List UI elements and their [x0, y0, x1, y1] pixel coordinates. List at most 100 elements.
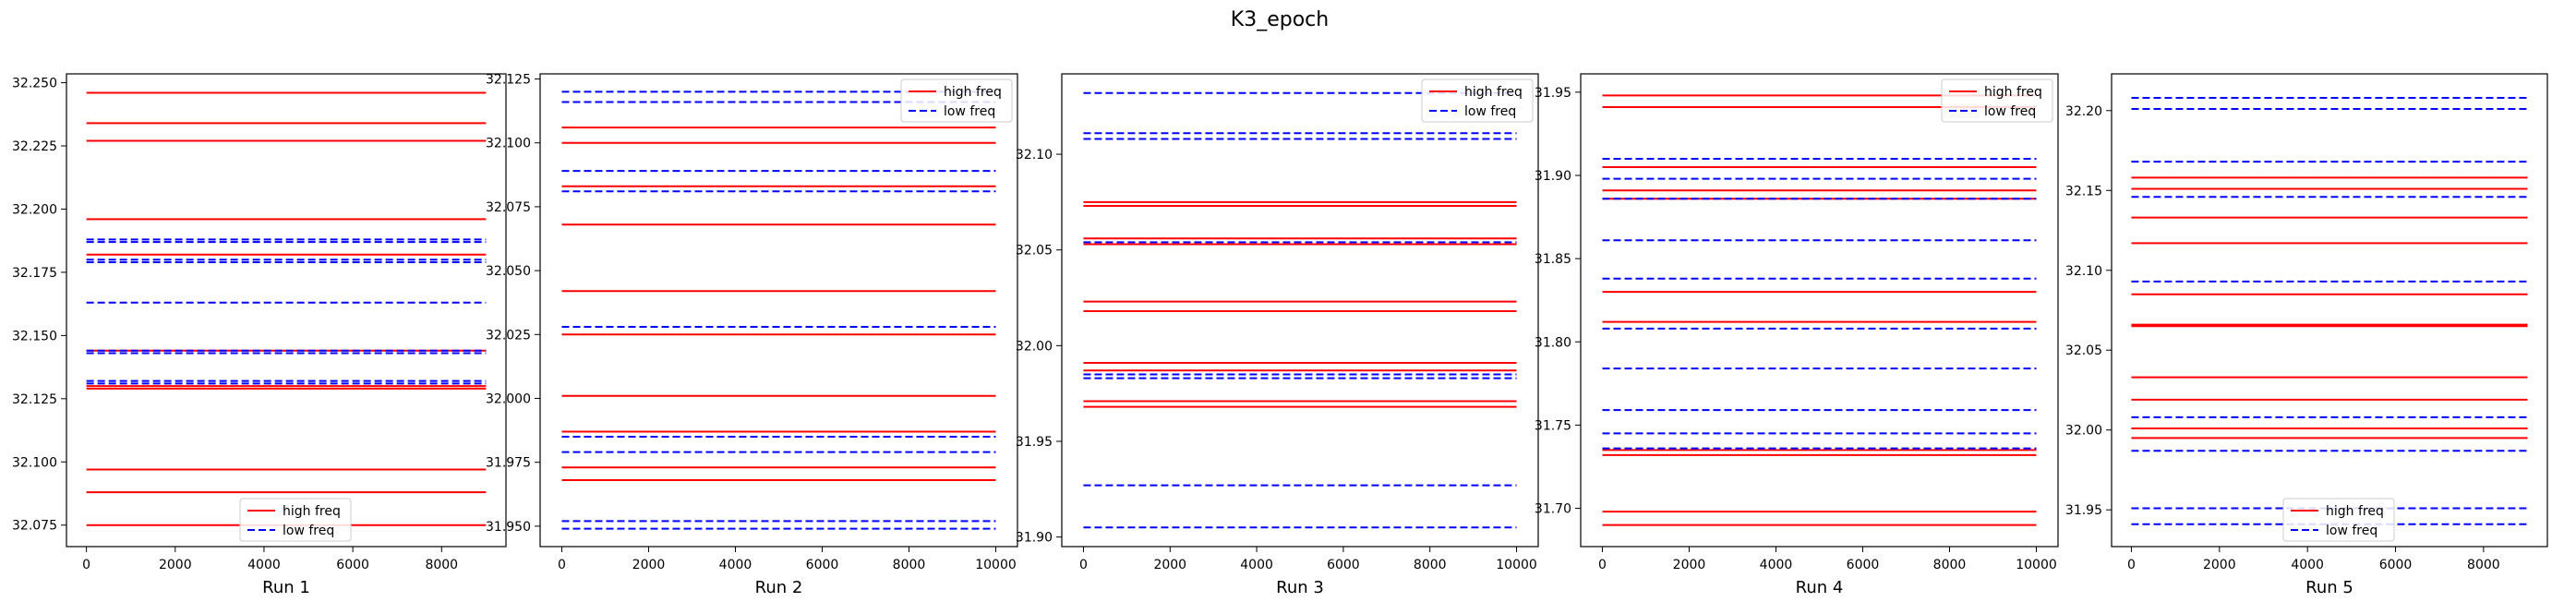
legend-low-freq-label: low freq [283, 524, 334, 538]
subplot-run-2: 0 2000 4000 6000 8000 10000 31.950 31.975 32.000… [486, 73, 1018, 597]
legend-low-freq-label: low freq [2326, 524, 2377, 538]
x-tick-label: 2000 [159, 558, 192, 572]
x-tick-label: 2000 [2203, 558, 2236, 572]
x-tick-label: 10000 [1496, 558, 1537, 572]
y-tick-label: 31.95 [1535, 86, 1571, 101]
y-tick-label: 32.15 [2065, 184, 2102, 199]
y-tick-label: 32.250 [12, 77, 57, 91]
y-tick-label: 32.05 [1016, 244, 1053, 259]
y-tick-label: 32.075 [12, 519, 57, 534]
legend-low-freq-label: low freq [1984, 104, 2036, 119]
y-tick-label: 31.950 [486, 520, 531, 535]
y-tick-label: 32.10 [1016, 148, 1053, 163]
x-tick-label: 4000 [247, 558, 281, 572]
x-tick-label: 8000 [893, 558, 926, 572]
x-tick-label: 4000 [1760, 558, 1793, 572]
x-tick-label: 8000 [1933, 558, 1967, 572]
legend-high-freq-label: high freq [1464, 85, 1523, 100]
y-tick-label: 31.95 [1016, 435, 1053, 450]
legend-low-freq-label: low freq [1464, 104, 1516, 119]
y-tick-label: 32.150 [12, 329, 57, 343]
axes-frame [66, 73, 507, 548]
y-tick-label: 32.225 [12, 139, 57, 154]
x-tick-label: 4000 [719, 558, 752, 572]
legend-box [1941, 78, 2053, 123]
y-tick-label: 32.200 [12, 202, 57, 217]
y-tick-label: 32.125 [486, 73, 531, 88]
x-tick-label: 0 [1598, 558, 1607, 572]
y-tick-label: 32.10 [2065, 264, 2102, 279]
x-tick-label: 4000 [2291, 558, 2324, 572]
x-tick-label: 0 [1079, 558, 1088, 572]
x-tick-label: 8000 [425, 558, 458, 572]
y-tick-label: 32.00 [2065, 424, 2102, 439]
legend-high-freq-label: high freq [283, 504, 341, 519]
x-tick-label: 0 [558, 558, 566, 572]
x-tick-label: 2000 [1673, 558, 1706, 572]
legend-high-freq-label: high freq [944, 85, 1002, 100]
y-tick-label: 32.050 [486, 264, 531, 279]
x-tick-label: 6000 [1847, 558, 1880, 572]
legend-box [239, 498, 352, 542]
x-tick-label: 10000 [975, 558, 1017, 572]
x-axis-label: Run 2 [755, 578, 803, 597]
y-tick-label: 32.100 [12, 455, 57, 470]
legend: high freq low freq [1941, 78, 2053, 123]
figure-suptitle: K3_epoch [1231, 8, 1329, 31]
axes-frame [1061, 73, 1539, 548]
y-tick-label: 32.075 [486, 200, 531, 215]
legend-box [900, 78, 1013, 123]
legend: high freq low freq [900, 78, 1013, 123]
y-tick-label: 31.975 [486, 456, 531, 471]
x-tick-label: 8000 [2467, 558, 2500, 572]
y-tick-label: 32.000 [486, 391, 531, 406]
subplots: 0 2000 4000 6000 800032.07532.10032.12532.15… [12, 73, 2548, 597]
y-tick-label: 31.80 [1535, 335, 1571, 350]
y-tick-label: 31.90 [1535, 169, 1571, 184]
y-tick-label: 31.85 [1535, 252, 1571, 267]
legend: high freq low freq [239, 498, 352, 542]
x-tick-label: 10000 [2016, 558, 2057, 572]
y-tick-label: 32.20 [2065, 104, 2102, 119]
legend-low-freq-label: low freq [944, 104, 995, 119]
axes-frame [2111, 73, 2548, 548]
x-tick-label: 0 [82, 558, 90, 572]
y-tick-label: 31.95 [2065, 503, 2102, 518]
x-tick-label: 6000 [2379, 558, 2413, 572]
x-tick-label: 2000 [1153, 558, 1186, 572]
y-tick-label: 32.025 [486, 328, 531, 343]
x-tick-label: 6000 [1327, 558, 1360, 572]
x-tick-label: 2000 [632, 558, 666, 572]
y-tick-label: 31.75 [1535, 418, 1571, 433]
y-tick-label: 32.125 [12, 392, 57, 407]
axes-frame [539, 73, 1018, 548]
x-tick-label: 6000 [806, 558, 839, 572]
legend-high-freq-label: high freq [2326, 504, 2384, 519]
x-tick-label: 6000 [336, 558, 369, 572]
x-tick-label: 0 [2127, 558, 2136, 572]
subplot-run-1: 0 2000 4000 6000 8000 32.075 32.100 32.125 32.15… [12, 73, 507, 597]
x-axis-label: Run 1 [262, 578, 310, 597]
subplot-run-4: 0 2000 4000 6000 8000 10000 31.70 31.75 31.80 31.… [1535, 73, 2059, 597]
x-tick-label: 8000 [1414, 558, 1447, 572]
subplot-run-5: 0 2000 4000 6000 8000 31.95 32.00 32.05 32.10 32.… [2065, 73, 2548, 597]
y-tick-label: 32.00 [1016, 339, 1053, 354]
y-tick-label: 32.175 [12, 266, 57, 281]
x-axis-label: Run 3 [1276, 578, 1324, 597]
y-tick-label: 32.05 [2065, 343, 2102, 358]
y-tick-label: 31.70 [1535, 502, 1571, 517]
x-axis-label: Run 4 [1796, 578, 1844, 597]
legend-box [2282, 498, 2395, 542]
legend: high freq low freq [1421, 78, 1534, 123]
subplot-run-3: 0 2000 4000 6000 8000 10000 31.90 31.95 32.00 32.… [1016, 73, 1539, 597]
legend: high freq low freq [2282, 498, 2395, 542]
x-tick-label: 4000 [1240, 558, 1273, 572]
y-tick-label: 32.100 [486, 137, 531, 151]
legend-box [1421, 78, 1534, 123]
y-tick-label: 31.90 [1016, 531, 1053, 546]
legend-high-freq-label: high freq [1984, 85, 2042, 100]
axes-frame [1580, 73, 2059, 548]
x-axis-label: Run 5 [2305, 578, 2353, 597]
